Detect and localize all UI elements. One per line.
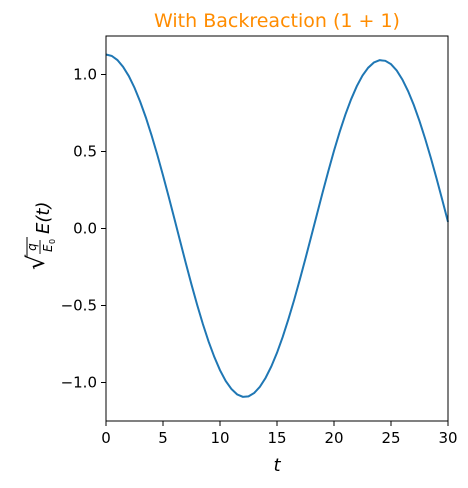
y-axis: 1.0 0.5 0.0 −0.5 −1.0 <box>61 66 106 392</box>
y-tick-label: −1.0 <box>61 374 97 392</box>
y-axis-label: √ q E 0 E(t) <box>22 202 57 270</box>
series-line-0 <box>105 53 449 398</box>
x-axis: 0 5 10 15 20 25 30 <box>101 421 458 447</box>
y-tick-label: 0.0 <box>73 220 97 238</box>
chart-title: With Backreaction (1 + 1) <box>154 10 400 32</box>
x-axis-label: t <box>273 455 281 476</box>
plot-frame <box>105 35 449 422</box>
y-tick-label: 0.5 <box>73 143 97 161</box>
y-tick-label: −0.5 <box>61 297 97 315</box>
ylabel-den-sub: 0 <box>48 239 57 244</box>
x-tick-label: 0 <box>101 429 111 447</box>
x-tick-label: 5 <box>158 429 168 447</box>
x-tick-label: 30 <box>438 429 457 447</box>
x-tick-label: 10 <box>210 429 229 447</box>
x-tick-label: 20 <box>324 429 343 447</box>
x-tick-label: 25 <box>381 429 400 447</box>
y-tick-label: 1.0 <box>73 66 97 84</box>
ylabel-num: q <box>25 243 39 251</box>
ylabel-den-main: E <box>41 244 55 252</box>
ylabel-sqrt: √ <box>22 254 50 270</box>
plot-area <box>105 35 449 422</box>
x-tick-label: 15 <box>267 429 286 447</box>
ylabel-func: E(t) <box>33 202 54 234</box>
